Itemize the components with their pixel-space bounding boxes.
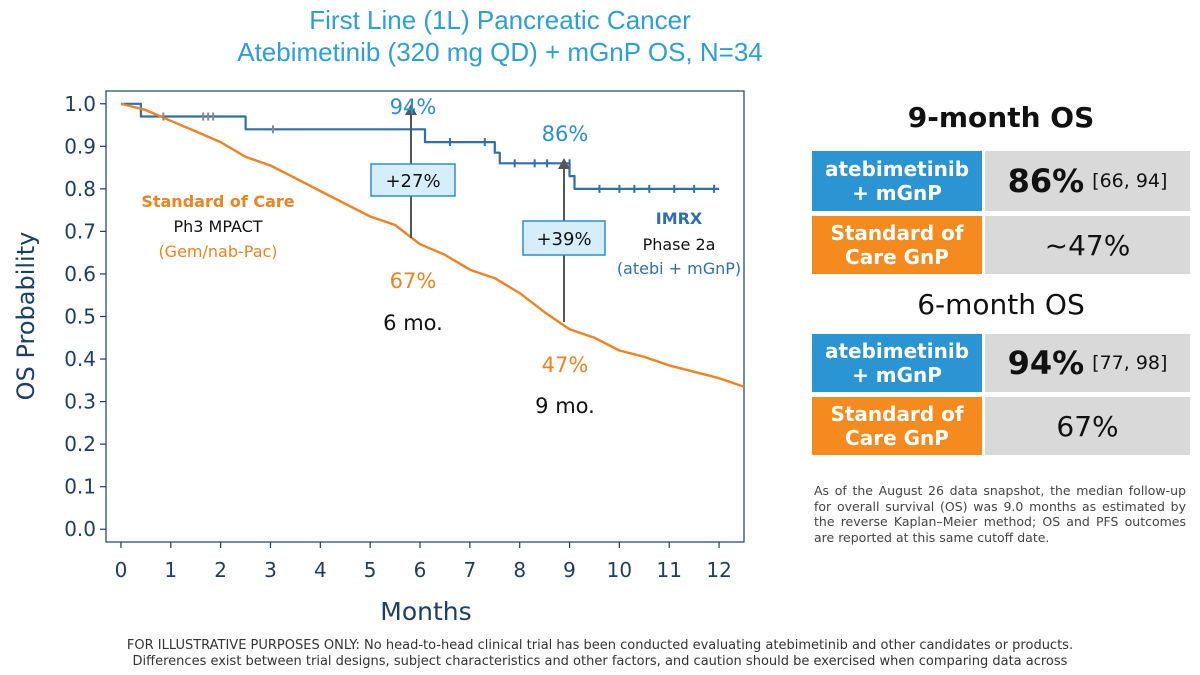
y-tick-label: 0.6	[64, 262, 96, 286]
nine-month-header: 9-month OS	[907, 101, 1095, 134]
nine-month-atebi-label: atebimetinib + mGnP	[812, 151, 982, 211]
six-month-soc-value: 67%	[1056, 409, 1119, 443]
delta-9mo: +39%	[536, 229, 591, 250]
six-month-atebi-value-cell: 94% [77, 98]	[985, 334, 1190, 392]
disclaimer-line-2: Differences exist between trial designs,…	[132, 654, 1068, 669]
arrow-6mo-head	[405, 104, 417, 115]
x-tick-label: 4	[314, 558, 327, 582]
label-6mo: 6 mo.	[383, 311, 443, 335]
y-tick-label: 0.8	[64, 177, 96, 201]
nine-month-soc-label: Standard of Care GnP	[812, 216, 982, 274]
pct-86: 86%	[542, 122, 589, 146]
delta-box-6mo	[370, 163, 456, 197]
nine-month-atebi-ci: [66, 94]	[1092, 170, 1168, 192]
soc-trial: Ph3 MPACT	[173, 217, 262, 236]
six-month-atebi-ci: [77, 98]	[1092, 352, 1168, 374]
disclaimer-line-1: FOR ILLUSTRATIVE PURPOSES ONLY: No head-…	[126, 638, 1074, 653]
arrow-9mo-head	[558, 158, 570, 169]
pct-94: 94%	[390, 95, 437, 119]
x-tick-label: 3	[264, 558, 277, 582]
imrx-regimen: (atebi + mGnP)	[617, 259, 741, 278]
imrx-label: IMRX	[656, 209, 703, 228]
nine-month-soc-value-cell: ~47%	[985, 216, 1190, 274]
y-tick-label: 0.0	[64, 517, 96, 541]
y-tick-label: 0.2	[64, 432, 96, 456]
label-9mo: 9 mo.	[535, 394, 595, 418]
soc-curve	[120, 102, 745, 388]
delta-box-9mo	[522, 220, 606, 256]
x-tick-label: 2	[214, 558, 227, 582]
six-month-soc-value-cell: 67%	[985, 397, 1190, 455]
y-tick-label: 0.3	[64, 390, 96, 414]
y-tick-label: 1.0	[64, 92, 96, 116]
follow-up-note: As of the August 26 data snapshot, the m…	[814, 483, 1186, 545]
pct-67: 67%	[390, 269, 437, 293]
x-tick-label: 11	[657, 558, 682, 582]
x-tick-label: 12	[706, 558, 731, 582]
y-tick-label: 0.4	[64, 347, 96, 371]
disclaimer-footer: FOR ILLUSTRATIVE PURPOSES ONLY: No head-…	[10, 638, 1190, 670]
imrx-phase: Phase 2a	[643, 235, 716, 254]
pct-47: 47%	[542, 353, 589, 377]
imrx-curve	[121, 102, 720, 190]
y-tick-label: 0.1	[64, 475, 96, 499]
x-tick-label: 9	[563, 558, 576, 582]
plot-area	[105, 90, 745, 543]
x-tick-label: 0	[115, 558, 128, 582]
nine-month-atebi-value: 86%	[1007, 162, 1085, 200]
six-month-soc-label: Standard of Care GnP	[812, 397, 982, 455]
six-month-atebi-label: atebimetinib + mGnP	[812, 334, 982, 392]
x-axis-label: Months	[380, 597, 471, 626]
y-tick-label: 0.9	[64, 134, 96, 158]
nine-month-soc-value: ~47%	[1044, 228, 1131, 262]
x-tick-label: 5	[364, 558, 377, 582]
chart-title: First Line (1L) Pancreatic Cancer	[309, 5, 691, 35]
y-tick-label: 0.5	[64, 305, 96, 329]
x-tick-label: 7	[463, 558, 476, 582]
x-tick-label: 10	[607, 558, 632, 582]
six-month-atebi-value: 94%	[1007, 344, 1085, 382]
x-tick-label: 6	[414, 558, 427, 582]
soc-regimen: (Gem/nab-Pac)	[158, 242, 277, 261]
nine-month-atebi-value-cell: 86% [66, 94]	[985, 151, 1190, 211]
delta-6mo: +27%	[385, 171, 440, 192]
x-tick-label: 1	[164, 558, 177, 582]
soc-label: Standard of Care	[141, 192, 294, 211]
chart-subtitle: Atebimetinib (320 mg QD) + mGnP OS, N=34	[237, 37, 763, 67]
six-month-header: 6-month OS	[917, 288, 1085, 321]
y-tick-label: 0.7	[64, 219, 96, 243]
x-tick-label: 8	[513, 558, 526, 582]
y-axis-label: OS Probability	[12, 232, 40, 401]
